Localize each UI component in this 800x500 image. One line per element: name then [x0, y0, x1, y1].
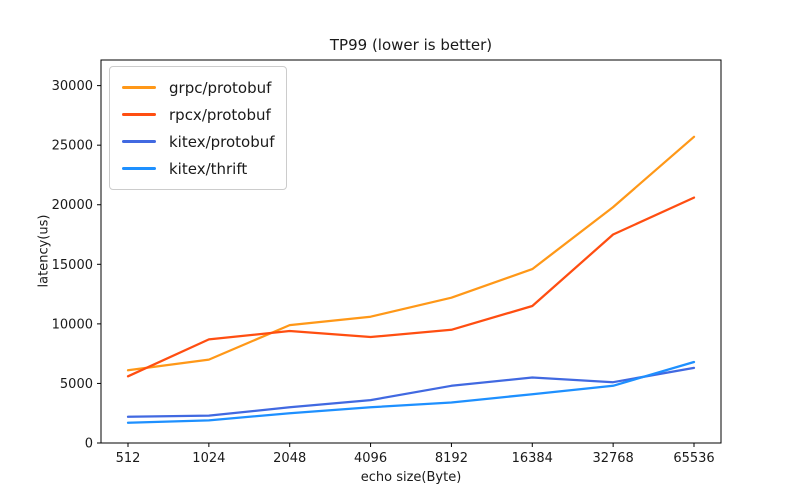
chart-title: TP99 (lower is better) [329, 36, 493, 54]
y-tick-label: 30000 [52, 79, 93, 94]
legend-entry-grpc-protobuf: grpc/protobuf [122, 74, 274, 101]
x-tick-label: 16384 [512, 451, 553, 466]
legend-entry-rpcx-protobuf: rpcx/protobuf [122, 101, 274, 128]
legend-line-swatch [122, 113, 156, 116]
y-tick-label: 10000 [52, 317, 93, 332]
x-tick-label: 1024 [192, 451, 225, 466]
legend-line-swatch [122, 167, 156, 170]
y-tick-label: 25000 [52, 139, 93, 154]
x-tick-label: 8192 [435, 451, 468, 466]
legend-line-swatch [122, 140, 156, 143]
x-tick-label: 4096 [354, 451, 387, 466]
y-tick-label: 15000 [52, 258, 93, 273]
x-axis-label: echo size(Byte) [360, 470, 462, 485]
y-tick-label: 0 [85, 437, 93, 452]
x-tick-label: 512 [116, 451, 141, 466]
y-tick-label: 20000 [52, 198, 93, 213]
legend-line-swatch [122, 86, 156, 89]
y-axis-label: latency(us) [36, 214, 52, 288]
legend-label: kitex/protobuf [169, 132, 275, 151]
axes-spines [100, 59, 722, 444]
series-line-rpcx-protobuf [126, 196, 696, 378]
y-tick-label: 5000 [60, 377, 93, 392]
legend-label: grpc/protobuf [169, 78, 272, 97]
series-line-kitex-protobuf [126, 366, 696, 418]
series-line-grpc-protobuf [126, 135, 696, 372]
legend-label: rpcx/protobuf [169, 105, 271, 124]
series-line-kitex-thrift [126, 360, 696, 424]
legend: grpc/protobuf rpcx/protobuf kitex/protobuf… [109, 66, 287, 190]
x-tick-label: 65536 [673, 451, 714, 466]
x-tick-label: 2048 [273, 451, 306, 466]
legend-entry-kitex-protobuf: kitex/protobuf [122, 128, 275, 155]
legend-entry-kitex-thrift: kitex/thrift [122, 155, 274, 182]
legend-label: kitex/thrift [169, 159, 248, 178]
x-tick-label: 32768 [592, 451, 633, 466]
